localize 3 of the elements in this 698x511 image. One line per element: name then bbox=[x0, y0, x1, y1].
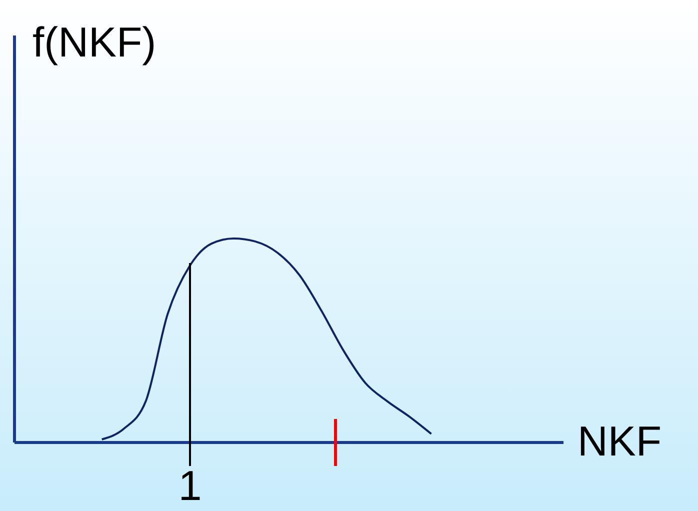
text: 1 bbox=[177, 462, 203, 510]
y-axis-title: f(NKF) bbox=[32, 18, 156, 66]
x-axis-title: NKF bbox=[578, 418, 662, 464]
